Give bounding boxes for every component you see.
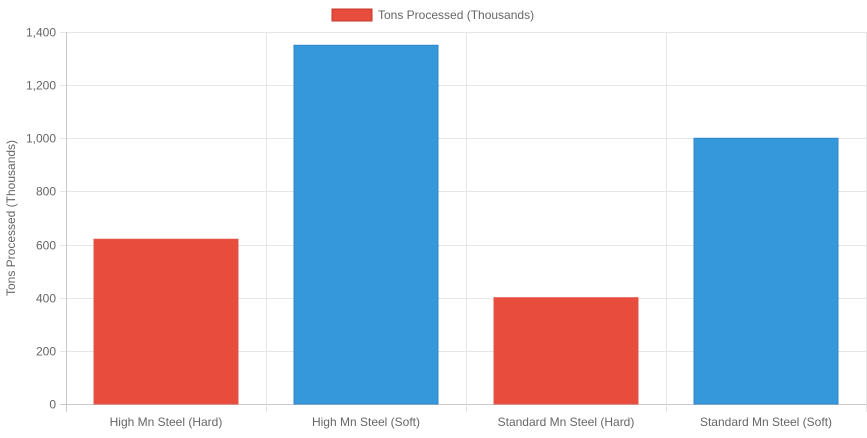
y-tick-label: 200	[36, 345, 56, 359]
legend-label[interactable]: Tons Processed (Thousands)	[378, 8, 534, 22]
x-tick-label: High Mn Steel (Soft)	[312, 415, 420, 429]
y-tick-label: 600	[36, 239, 56, 253]
y-axis-title: Tons Processed (Thousands)	[4, 140, 18, 296]
y-tick-label: 1,200	[26, 79, 56, 93]
y-tick-label: 400	[36, 292, 56, 306]
bar[interactable]	[93, 238, 239, 405]
y-tick-label: 1,000	[26, 132, 56, 146]
bar[interactable]	[693, 137, 839, 405]
bar[interactable]	[493, 297, 639, 405]
legend-swatch[interactable]	[331, 8, 373, 22]
y-tick-label: 800	[36, 185, 56, 199]
x-tick-label: High Mn Steel (Hard)	[110, 415, 223, 429]
y-tick-label: 0	[49, 398, 56, 412]
bar[interactable]	[293, 44, 439, 405]
axis-layer: 0 200 400 600 800 1,000 1,200 1,400 High Mn Stee…	[26, 26, 832, 430]
legend[interactable]: Tons Processed (Thousands)	[331, 8, 534, 22]
x-tick-label: Standard Mn Steel (Hard)	[498, 415, 635, 429]
x-tick-label: Standard Mn Steel (Soft)	[700, 415, 832, 429]
y-tick-label: 1,400	[26, 26, 56, 40]
bars-layer	[93, 44, 839, 405]
